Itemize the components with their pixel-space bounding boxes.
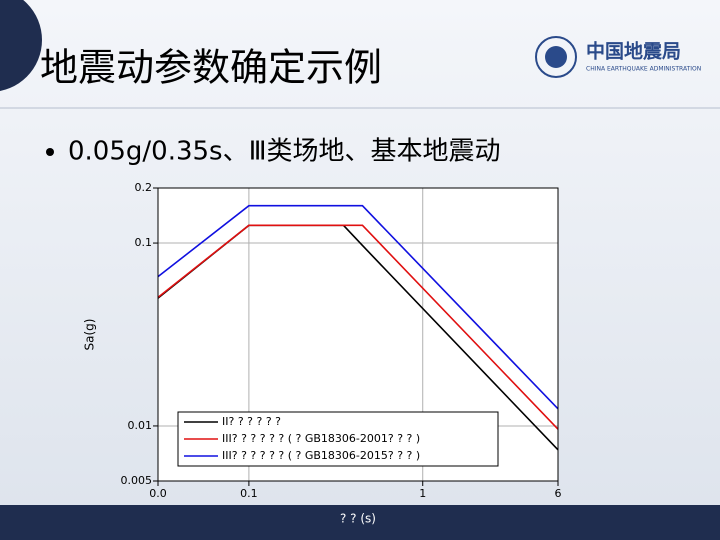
y-tick-label: 0.01 bbox=[128, 419, 153, 432]
logo-emblem-inner bbox=[545, 46, 567, 68]
y-tick-label: 0.005 bbox=[121, 474, 153, 487]
legend-box bbox=[177, 411, 499, 467]
logo-emblem bbox=[535, 36, 577, 78]
x-tick-label: 6 bbox=[555, 487, 562, 500]
x-axis-label: ? ? (s) bbox=[340, 512, 376, 526]
logo-name: 中国地震局 bbox=[586, 40, 681, 63]
legend-label: III? ? ? ? ? ? ( ? GB18306-2015? ? ? ) bbox=[222, 449, 420, 462]
legend-label: III? ? ? ? ? ? ( ? GB18306-2001? ? ? ) bbox=[222, 432, 420, 445]
legend-label: II? ? ? ? ? ? bbox=[222, 415, 281, 428]
series-line bbox=[157, 204, 559, 410]
x-tick-label: 1 bbox=[419, 487, 426, 500]
bullet-text: 0.05g/0.35s、Ⅲ类场地、基本地震动 bbox=[68, 137, 501, 167]
x-tick-label: 0.1 bbox=[240, 487, 258, 500]
plot-frame bbox=[157, 187, 559, 482]
y-tick-label: 0.2 bbox=[135, 181, 153, 194]
y-axis-label: Sa(g) bbox=[83, 319, 97, 351]
y-tick-label: 0.1 bbox=[135, 236, 153, 249]
slide-title: 地震动参数确定示例 bbox=[40, 46, 382, 90]
logo-english: CHINA EARTHQUAKE ADMINISTRATION bbox=[586, 66, 701, 73]
bullet-dot bbox=[46, 148, 54, 156]
series-line bbox=[157, 224, 559, 430]
corner-decoration bbox=[0, 0, 42, 92]
footer-band bbox=[0, 505, 720, 540]
x-tick-label: 0.0 bbox=[149, 487, 167, 500]
